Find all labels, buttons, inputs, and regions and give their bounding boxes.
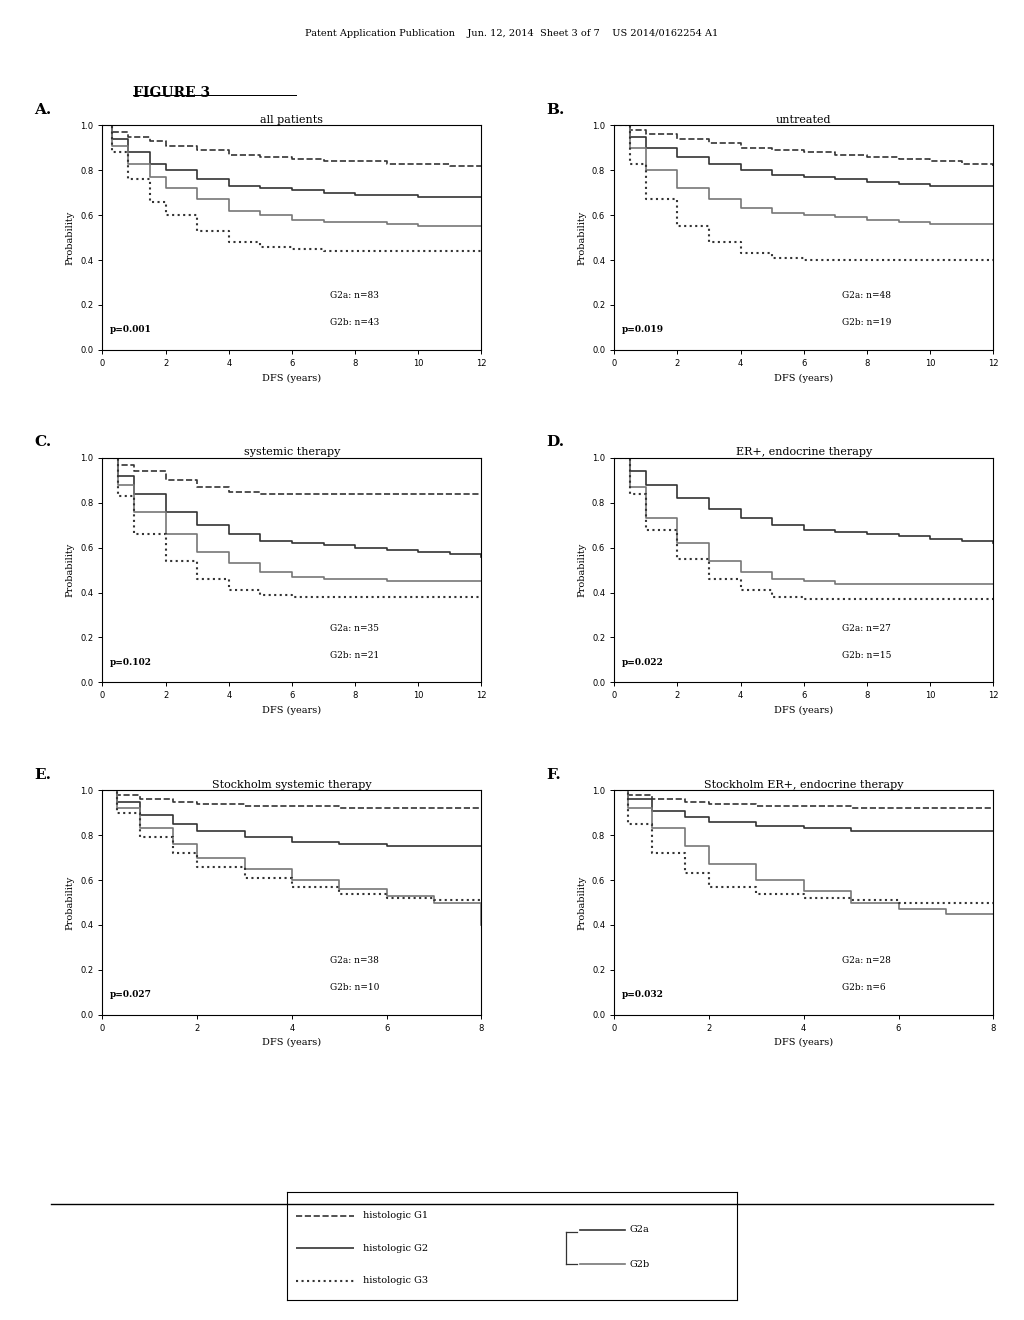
Text: E.: E.: [34, 768, 51, 781]
Text: G2b: n=15: G2b: n=15: [842, 651, 891, 660]
X-axis label: DFS (years): DFS (years): [262, 706, 322, 715]
Text: F.: F.: [546, 768, 561, 781]
Y-axis label: Probability: Probability: [578, 543, 587, 597]
Title: Stockholm ER+, endocrine therapy: Stockholm ER+, endocrine therapy: [703, 780, 903, 789]
Text: Patent Application Publication    Jun. 12, 2014  Sheet 3 of 7    US 2014/0162254: Patent Application Publication Jun. 12, …: [305, 29, 719, 38]
Title: all patients: all patients: [260, 115, 324, 124]
Text: G2a: n=27: G2a: n=27: [842, 624, 891, 632]
Text: D.: D.: [546, 436, 564, 449]
Y-axis label: Probability: Probability: [578, 210, 587, 265]
Text: G2a: n=83: G2a: n=83: [330, 292, 379, 301]
Text: G2a: n=48: G2a: n=48: [842, 292, 891, 301]
Y-axis label: Probability: Probability: [66, 543, 75, 597]
Text: C.: C.: [34, 436, 51, 449]
Y-axis label: Probability: Probability: [66, 210, 75, 265]
Text: histologic G2: histologic G2: [364, 1243, 428, 1253]
Text: p=0.027: p=0.027: [110, 990, 152, 999]
Text: p=0.032: p=0.032: [622, 990, 664, 999]
Text: B.: B.: [546, 103, 564, 117]
Text: G2a: G2a: [629, 1225, 649, 1234]
Title: ER+, endocrine therapy: ER+, endocrine therapy: [735, 447, 871, 457]
Y-axis label: Probability: Probability: [66, 875, 75, 929]
Text: G2b: G2b: [629, 1261, 649, 1269]
Text: p=0.102: p=0.102: [110, 657, 152, 667]
Text: p=0.022: p=0.022: [622, 657, 664, 667]
Text: G2b: n=43: G2b: n=43: [330, 318, 379, 327]
X-axis label: DFS (years): DFS (years): [774, 374, 834, 383]
X-axis label: DFS (years): DFS (years): [262, 374, 322, 383]
Text: G2a: n=28: G2a: n=28: [842, 957, 891, 965]
Text: A.: A.: [34, 103, 51, 117]
Text: histologic G1: histologic G1: [364, 1212, 428, 1220]
Text: G2a: n=35: G2a: n=35: [330, 624, 379, 632]
Text: G2a: n=38: G2a: n=38: [330, 957, 379, 965]
Text: G2b: n=10: G2b: n=10: [330, 983, 379, 993]
Text: p=0.001: p=0.001: [110, 325, 152, 334]
X-axis label: DFS (years): DFS (years): [774, 1039, 834, 1048]
Title: systemic therapy: systemic therapy: [244, 447, 340, 457]
Text: G2b: n=6: G2b: n=6: [842, 983, 886, 993]
Y-axis label: Probability: Probability: [578, 875, 587, 929]
X-axis label: DFS (years): DFS (years): [774, 706, 834, 715]
Title: Stockholm systemic therapy: Stockholm systemic therapy: [212, 780, 372, 789]
Text: histologic G3: histologic G3: [364, 1276, 428, 1286]
X-axis label: DFS (years): DFS (years): [262, 1039, 322, 1048]
Text: p=0.019: p=0.019: [622, 325, 664, 334]
Text: G2b: n=19: G2b: n=19: [842, 318, 891, 327]
Title: untreated: untreated: [776, 115, 831, 124]
Text: G2b: n=21: G2b: n=21: [330, 651, 379, 660]
Text: FIGURE 3: FIGURE 3: [133, 86, 210, 100]
